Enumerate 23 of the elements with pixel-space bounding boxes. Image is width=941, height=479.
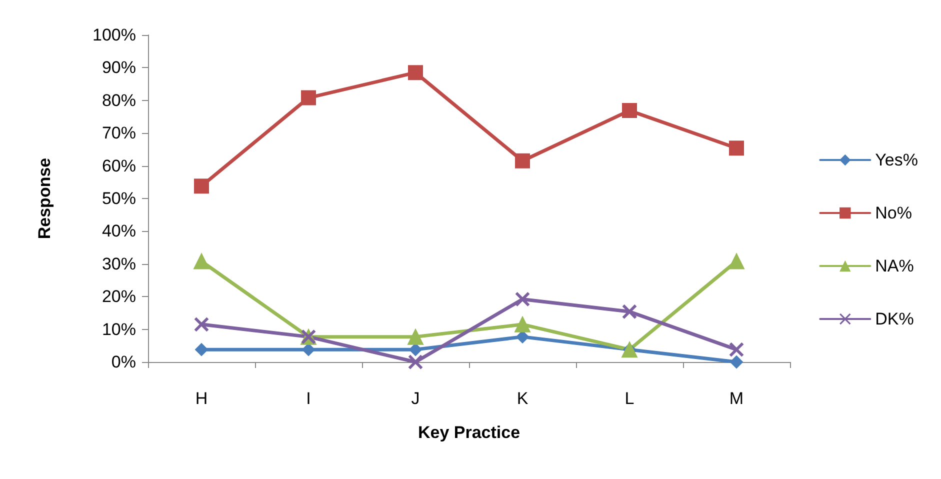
x-tick-label: I	[306, 389, 311, 408]
legend-label: NA%	[875, 256, 914, 276]
legend-label: Yes%	[875, 150, 918, 170]
y-tick-label: 10%	[102, 320, 136, 339]
y-tick-label: 90%	[102, 58, 136, 78]
y-tick-label: 40%	[102, 222, 136, 241]
x-axis-title: Key Practice	[418, 423, 520, 442]
y-tick-label: 20%	[102, 287, 136, 306]
y-tick-label: 30%	[102, 254, 136, 274]
legend-label: No%	[875, 204, 912, 222]
x-tick-label: J	[411, 389, 420, 408]
x-tick-label: H	[195, 389, 208, 408]
y-tick-label: 70%	[102, 124, 136, 143]
x-tick-label: L	[624, 389, 634, 408]
y-tick-label: 100%	[92, 26, 136, 44]
legend-label: DK%	[875, 310, 914, 328]
x-tick-label: M	[729, 389, 744, 408]
y-axis-title: Response	[35, 158, 54, 240]
y-tick-label: 80%	[102, 90, 136, 110]
y-tick-label: 0%	[111, 352, 136, 372]
x-tick-label: K	[516, 389, 529, 408]
y-tick-label: 50%	[102, 189, 136, 208]
y-tick-label: 60%	[102, 156, 136, 176]
